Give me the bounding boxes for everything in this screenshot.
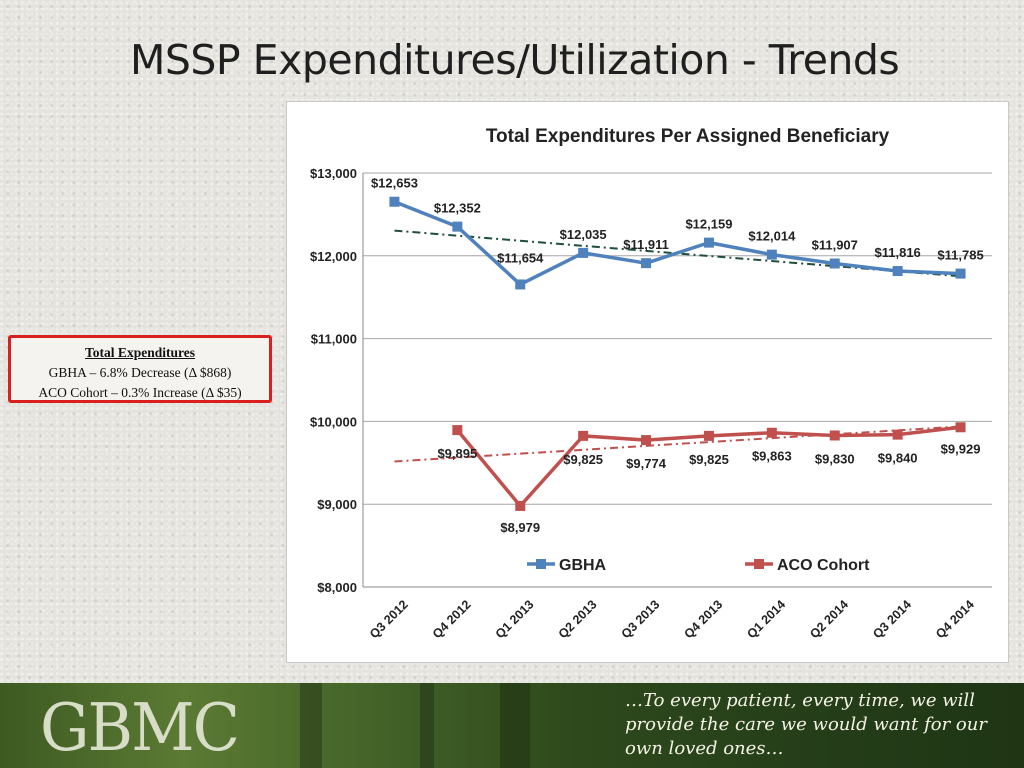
gbmc-logo: GBMC	[40, 689, 240, 766]
expenditure-summary-callout: Total Expenditures GBHA – 6.8% Decrease …	[8, 335, 272, 403]
gbha-data-label: $12,352	[434, 201, 481, 216]
gbha-data-point	[641, 258, 652, 269]
footer-banner: GBMC …To every patient, every time, we w…	[0, 683, 1024, 768]
motto-line: provide the care we would want for our	[625, 714, 987, 735]
aco-data-point	[955, 422, 966, 433]
gbha-data-point	[389, 196, 400, 207]
aco-data-point	[641, 435, 652, 446]
gbha-data-label: $11,785	[937, 248, 983, 263]
aco-data-label: $9,929	[941, 441, 981, 456]
aco-data-point	[892, 429, 903, 440]
aco-data-label: $9,774	[626, 456, 667, 471]
legend-gbha-marker	[536, 559, 546, 569]
aco-data-point	[703, 430, 714, 441]
aco-data-point	[515, 500, 526, 511]
mission-motto: …To every patient, every time, we will p…	[625, 689, 1020, 761]
y-tick-label: $9,000	[317, 497, 357, 512]
y-tick-label: $11,000	[311, 332, 357, 347]
gbha-series-line	[393, 200, 961, 287]
aco-data-label: $9,825	[689, 452, 729, 467]
gbha-data-point	[766, 249, 777, 260]
chart-frame: Total Expenditures Per Assigned Benefici…	[286, 101, 1009, 663]
gbha-data-point	[892, 266, 903, 277]
gbha-data-label: $12,035	[560, 227, 607, 242]
x-tick-label: Q4 2013	[681, 597, 725, 641]
aco-data-label: $9,863	[752, 449, 792, 464]
x-tick-label: Q3 2013	[619, 597, 663, 641]
x-tick-label: Q1 2013	[493, 597, 537, 641]
aco-data-point	[452, 425, 463, 436]
aco-data-point	[766, 427, 777, 438]
tree-trunk-decoration	[300, 683, 322, 768]
aco-data-point	[578, 430, 589, 441]
gbha-data-label: $12,014	[748, 229, 796, 244]
legend-aco-label: ACO Cohort	[777, 557, 870, 574]
x-tick-label: Q1 2014	[744, 597, 788, 641]
tree-trunk-decoration	[420, 683, 434, 768]
callout-heading: Total Expenditures	[85, 345, 195, 360]
aco-trendline	[394, 425, 961, 463]
aco-data-label: $9,895	[437, 446, 477, 461]
slide-title: MSSP Expenditures/Utilization - Trends	[130, 36, 900, 84]
motto-line: …To every patient, every time, we will	[625, 690, 975, 711]
gbha-data-label: $12,653	[371, 176, 418, 191]
aco-data-label: $9,840	[878, 451, 918, 466]
tree-trunk-decoration	[500, 683, 530, 768]
chart-title: Total Expenditures Per Assigned Benefici…	[486, 126, 890, 147]
y-tick-label: $8,000	[317, 580, 357, 595]
legend-aco-marker	[754, 559, 764, 569]
motto-line: own loved ones…	[625, 738, 784, 759]
x-tick-label: Q4 2012	[430, 597, 474, 641]
y-tick-label: $10,000	[310, 414, 357, 429]
aco-data-label: $9,825	[563, 452, 603, 467]
gbha-data-label: $11,911	[623, 237, 669, 252]
gbha-data-label: $11,907	[812, 238, 858, 253]
gbha-data-point	[955, 268, 966, 279]
gbha-data-point	[829, 258, 840, 269]
gbha-data-label: $12,159	[685, 217, 732, 232]
aco-data-label: $8,979	[500, 520, 540, 535]
y-tick-label: $12,000	[310, 249, 357, 264]
aco-data-label: $9,830	[815, 451, 855, 466]
aco-data-point	[829, 430, 840, 441]
gbha-data-label: $11,654	[497, 250, 544, 265]
gbha-data-point	[703, 237, 714, 248]
x-tick-label: Q2 2013	[556, 597, 600, 641]
legend-gbha-label: GBHA	[559, 557, 607, 574]
y-tick-label: $13,000	[310, 166, 357, 181]
gbha-data-label: $11,816	[875, 245, 921, 260]
callout-gbha-line: GBHA – 6.8% Decrease (Δ $868)	[48, 365, 232, 380]
gbha-data-point	[578, 247, 589, 258]
callout-aco-line: ACO Cohort – 0.3% Increase (Δ $35)	[38, 385, 242, 400]
gbha-data-point	[452, 221, 463, 232]
expenditures-line-chart: Total Expenditures Per Assigned Benefici…	[310, 126, 992, 641]
x-tick-label: Q3 2012	[367, 597, 411, 641]
x-tick-label: Q2 2014	[807, 597, 851, 641]
x-tick-label: Q3 2014	[870, 597, 914, 641]
x-tick-label: Q4 2014	[933, 597, 977, 641]
gbha-data-point	[515, 279, 526, 290]
